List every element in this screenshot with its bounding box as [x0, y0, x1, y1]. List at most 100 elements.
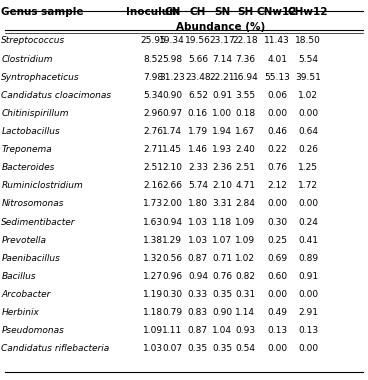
Text: Herbinix: Herbinix	[1, 308, 39, 317]
Text: 11.43: 11.43	[264, 36, 290, 46]
Text: 1.03: 1.03	[143, 344, 163, 353]
Text: Bacteroides: Bacteroides	[1, 163, 55, 172]
Text: 0.22: 0.22	[267, 145, 287, 154]
Text: 0.00: 0.00	[298, 344, 318, 353]
Text: 0.00: 0.00	[267, 109, 287, 118]
Text: 4.71: 4.71	[236, 181, 255, 190]
Text: 5.34: 5.34	[143, 91, 163, 100]
Text: 0.35: 0.35	[212, 344, 233, 353]
Text: 0.97: 0.97	[162, 109, 183, 118]
Text: 0.93: 0.93	[235, 326, 255, 335]
Text: 1.02: 1.02	[236, 254, 255, 263]
Text: Bacillus: Bacillus	[1, 272, 36, 281]
Text: 7.36: 7.36	[235, 55, 255, 63]
Text: 1.45: 1.45	[162, 145, 182, 154]
Text: 0.00: 0.00	[298, 200, 318, 209]
Text: 0.00: 0.00	[267, 200, 287, 209]
Text: 1.19: 1.19	[143, 290, 163, 299]
Text: 5.74: 5.74	[188, 181, 208, 190]
Text: 0.00: 0.00	[267, 344, 287, 353]
Text: 1.79: 1.79	[188, 127, 208, 136]
Text: 4.01: 4.01	[267, 55, 287, 63]
Text: 1.72: 1.72	[298, 181, 318, 190]
Text: SN: SN	[214, 7, 230, 17]
Text: 1.14: 1.14	[236, 308, 255, 317]
Text: 2.91: 2.91	[298, 308, 318, 317]
Text: 0.35: 0.35	[188, 344, 208, 353]
Text: 2.10: 2.10	[162, 163, 182, 172]
Text: 0.30: 0.30	[267, 217, 287, 226]
Text: Sedimentibacter: Sedimentibacter	[1, 217, 76, 226]
Text: 0.46: 0.46	[267, 127, 287, 136]
Text: 3.55: 3.55	[235, 91, 255, 100]
Text: 2.36: 2.36	[212, 163, 232, 172]
Text: 0.00: 0.00	[298, 109, 318, 118]
Text: 2.33: 2.33	[188, 163, 208, 172]
Text: 2.71: 2.71	[143, 145, 163, 154]
Text: Genus sample: Genus sample	[1, 7, 84, 17]
Text: 2.40: 2.40	[236, 145, 255, 154]
Text: 0.35: 0.35	[212, 290, 233, 299]
Text: 1.09: 1.09	[235, 236, 255, 245]
Text: Candidatus cloacimonas: Candidatus cloacimonas	[1, 91, 112, 100]
Text: 0.96: 0.96	[162, 272, 183, 281]
Text: 5.54: 5.54	[298, 55, 318, 63]
Text: 2.51: 2.51	[236, 163, 255, 172]
Text: 31.23: 31.23	[159, 73, 185, 82]
Text: 8.52: 8.52	[143, 55, 163, 63]
Text: 1.38: 1.38	[143, 236, 163, 245]
Text: 1.03: 1.03	[188, 217, 208, 226]
Text: Arcobacter: Arcobacter	[1, 290, 51, 299]
Text: CH: CH	[190, 7, 206, 17]
Text: 0.91: 0.91	[212, 91, 233, 100]
Text: 0.82: 0.82	[236, 272, 255, 281]
Text: 0.79: 0.79	[162, 308, 183, 317]
Text: 1.67: 1.67	[235, 127, 255, 136]
Text: 25.95: 25.95	[140, 36, 166, 46]
Text: 55.13: 55.13	[264, 73, 290, 82]
Text: 0.07: 0.07	[162, 344, 183, 353]
Text: 1.02: 1.02	[298, 91, 318, 100]
Text: 1.29: 1.29	[162, 236, 182, 245]
Text: 0.06: 0.06	[267, 91, 287, 100]
Text: 0.13: 0.13	[298, 326, 318, 335]
Text: 1.18: 1.18	[143, 308, 163, 317]
Text: Lactobacillus: Lactobacillus	[1, 127, 60, 136]
Text: 1.00: 1.00	[212, 109, 233, 118]
Text: 0.60: 0.60	[267, 272, 287, 281]
Text: 0.64: 0.64	[298, 127, 318, 136]
Text: 0.90: 0.90	[212, 308, 233, 317]
Text: 1.03: 1.03	[188, 236, 208, 245]
Text: 1.07: 1.07	[212, 236, 233, 245]
Text: 0.71: 0.71	[212, 254, 233, 263]
Text: 0.00: 0.00	[298, 290, 318, 299]
Text: 2.51: 2.51	[143, 163, 163, 172]
Text: 0.33: 0.33	[188, 290, 208, 299]
Text: 1.18: 1.18	[212, 217, 233, 226]
Text: 0.69: 0.69	[267, 254, 287, 263]
Text: 0.76: 0.76	[267, 163, 287, 172]
Text: 23.48: 23.48	[185, 73, 211, 82]
Text: 0.94: 0.94	[188, 272, 208, 281]
Text: 2.12: 2.12	[267, 181, 287, 190]
Text: 2.76: 2.76	[143, 127, 163, 136]
Text: 1.94: 1.94	[212, 127, 232, 136]
Text: 22.18: 22.18	[233, 36, 258, 46]
Text: Inoculum: Inoculum	[126, 7, 180, 17]
Text: 0.00: 0.00	[267, 290, 287, 299]
Text: 3.31: 3.31	[212, 200, 233, 209]
Text: 0.26: 0.26	[298, 145, 318, 154]
Text: 19.56: 19.56	[185, 36, 211, 46]
Text: Prevotella: Prevotella	[1, 236, 46, 245]
Text: 1.80: 1.80	[188, 200, 208, 209]
Text: 2.16: 2.16	[143, 181, 163, 190]
Text: 0.30: 0.30	[162, 290, 183, 299]
Text: 0.87: 0.87	[188, 254, 208, 263]
Text: Paenibacillus: Paenibacillus	[1, 254, 60, 263]
Text: Chitinispirillum: Chitinispirillum	[1, 109, 69, 118]
Text: 6.52: 6.52	[188, 91, 208, 100]
Text: 1.25: 1.25	[298, 163, 318, 172]
Text: 2.84: 2.84	[236, 200, 255, 209]
Text: 1.11: 1.11	[162, 326, 183, 335]
Text: Syntrophaceticus: Syntrophaceticus	[1, 73, 80, 82]
